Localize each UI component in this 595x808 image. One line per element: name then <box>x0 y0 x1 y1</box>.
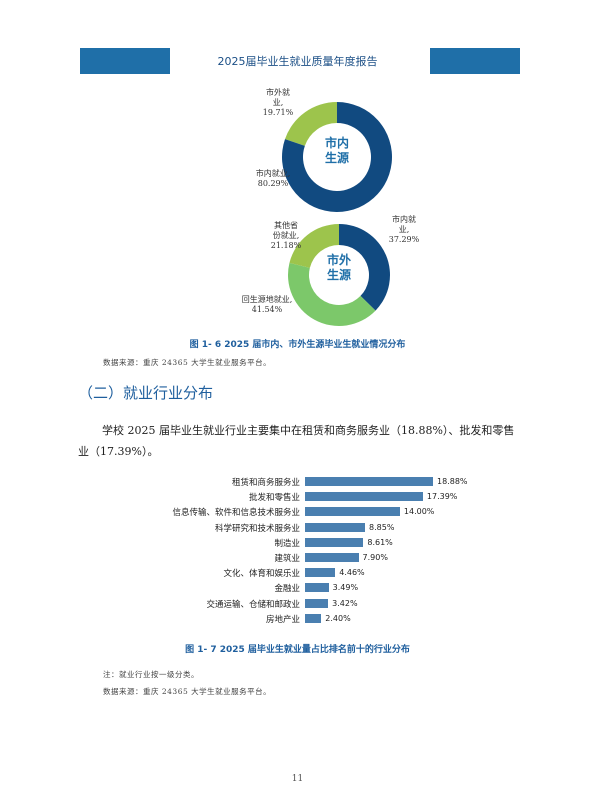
bar-value-label: 7.90% <box>362 553 388 562</box>
bar-value-label: 3.42% <box>332 598 358 608</box>
bar-value-label: 2.40% <box>325 613 351 623</box>
label-line: 市外就 <box>266 88 290 97</box>
bar-3 <box>305 522 365 532</box>
label-line: 其他省 <box>274 221 298 230</box>
bar-category-label: 房地产业 <box>265 614 300 625</box>
bar-value-label: 14.00% <box>403 507 435 517</box>
slice-local-employment <box>339 224 390 311</box>
label-line: 业, <box>398 225 410 234</box>
bar-category-label: 文化、体育和娱乐业 <box>223 569 300 580</box>
donut-outside-label-home-employment: 回生源地就业, 41.54% <box>236 295 298 315</box>
donut-outside-center-line1: 市外 <box>326 253 351 267</box>
body-paragraph: 学校 2025 届毕业生就业行业主要集中在租赁和商务服务业（18.88%）、批发… <box>78 424 515 458</box>
donut-outside-label-local-employment: 市内就 业, 37.29% <box>384 215 424 245</box>
donut-local-label-outside-employment: 市外就 业, 19.71% <box>258 88 298 118</box>
header-banner-left <box>80 48 170 74</box>
bar-value-label: 17.39% <box>426 492 458 502</box>
donut-local-students <box>282 102 392 212</box>
bar-value-label: 18.88% <box>437 477 468 486</box>
bar-7 <box>305 583 329 593</box>
bar-category-label: 批发和零售业 <box>248 493 300 504</box>
bar-1 <box>305 492 423 502</box>
bar-value-label: 8.85% <box>369 522 395 532</box>
bar-category-label: 金融业 <box>274 584 300 595</box>
bar-value-label: 4.46% <box>339 568 365 578</box>
page-number: 11 <box>291 774 304 784</box>
bar-5 <box>305 553 359 562</box>
bar-8 <box>305 598 329 608</box>
header-banner-right <box>430 48 520 74</box>
donut-local-center-line1: 市内 <box>324 136 349 150</box>
label-line: 回生源地就业, <box>241 295 293 304</box>
slice-other-province <box>289 224 339 268</box>
label-line: 业, <box>272 98 284 107</box>
label-line: 市内就业, <box>255 169 291 178</box>
slice-outside-employment <box>284 102 337 146</box>
bar-6 <box>305 568 336 578</box>
label-line: 37.29% <box>388 235 420 244</box>
donut-outside-center-line2: 生源 <box>326 268 351 282</box>
donut-local-center-line2: 生源 <box>324 151 349 165</box>
bar-category-label: 交通运输、仓储和邮政业 <box>206 599 300 610</box>
bar-4 <box>305 537 364 547</box>
label-line: 市内就 <box>392 215 416 224</box>
slice-local-employment <box>282 102 392 212</box>
bar-0 <box>305 477 433 486</box>
figure6-caption: 图 1- 6 2025 届市内、市外生源毕业生就业情况分布 <box>189 340 406 350</box>
bar-9 <box>305 613 322 623</box>
bar-category-label: 制造业 <box>274 538 300 549</box>
bar-category-label: 租赁和商务服务业 <box>231 478 300 488</box>
label-line: 21.18% <box>270 241 302 250</box>
figure7-note: 注：就业行业按一级分类。 <box>103 670 199 679</box>
bar-value-label: 8.61% <box>367 537 393 547</box>
bar-value-label: 3.49% <box>332 583 359 593</box>
report-title: 2025届毕业生就业质量年度报告 <box>217 55 378 68</box>
label-line: 份就业, <box>272 231 300 240</box>
label-line: 80.29% <box>257 179 289 188</box>
figure6-source: 数据来源：重庆 24365 大学生就业服务平台。 <box>103 358 272 367</box>
donut-outside-center-label: 市外 生源 <box>314 253 364 283</box>
section-title: （二）就业行业分布 <box>78 384 214 402</box>
bar-category-label: 信息传输、软件和信息技术服务业 <box>172 508 300 519</box>
bar-category-label: 科学研究和技术服务业 <box>214 523 300 534</box>
label-line: 41.54% <box>251 305 283 314</box>
label-line: 19.71% <box>262 108 294 117</box>
bar-2 <box>305 507 400 517</box>
donut-outside-label-other-province: 其他省 份就业, 21.18% <box>266 221 306 251</box>
bar-category-label: 建筑业 <box>274 554 300 564</box>
slice-home-employment <box>288 262 376 326</box>
figure7-source: 数据来源：重庆 24365 大学生就业服务平台。 <box>103 687 272 696</box>
donut-local-center-label: 市内 生源 <box>312 136 362 166</box>
figure7-caption: 图 1- 7 2025 届毕业生就业量占比排名前十的行业分布 <box>185 645 410 655</box>
donut-outside-students <box>288 224 390 326</box>
donut-local-label-local-employment: 市内就业, 80.29% <box>248 169 298 189</box>
